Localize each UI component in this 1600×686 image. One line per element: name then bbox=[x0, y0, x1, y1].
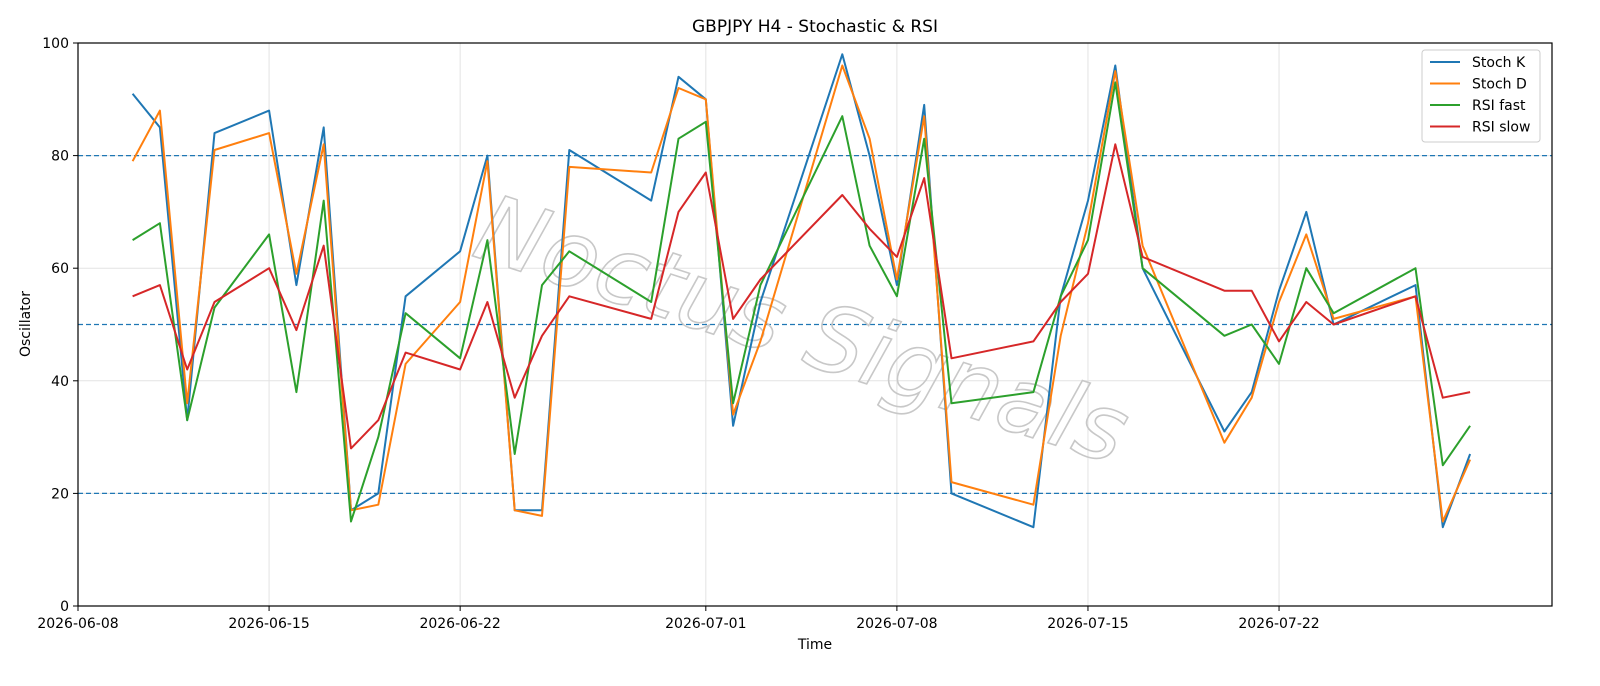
series-line-stoch-d bbox=[131, 64, 1472, 523]
legend: Stoch K Stoch D RSI fast RSI slow bbox=[1421, 49, 1541, 143]
series-line-rsi-fast bbox=[132, 81, 1471, 523]
y-axis: 0 20 40 60 80 100 bbox=[42, 36, 78, 615]
legend-label-stoch-d: Stoch D bbox=[1472, 77, 1527, 93]
x-tick-label: 2026-06-22 bbox=[419, 616, 500, 632]
x-tick-label: 2026-07-15 bbox=[1047, 616, 1128, 632]
y-tick-label: 0 bbox=[60, 599, 69, 615]
y-tick-label: 80 bbox=[51, 149, 69, 165]
plot-frame bbox=[77, 42, 1553, 607]
y-axis-label: Oscillator bbox=[18, 291, 34, 357]
x-tick-label: 2026-07-01 bbox=[665, 616, 746, 632]
y-tick-label: 100 bbox=[42, 36, 69, 52]
y-tick-label: 60 bbox=[51, 261, 69, 277]
x-tick-label: 2026-07-08 bbox=[856, 616, 937, 632]
series-line-rsi-slow bbox=[132, 143, 1471, 450]
y-tick-label: 20 bbox=[51, 486, 69, 502]
x-axis-label: Time bbox=[797, 637, 832, 653]
legend-label-stoch-k: Stoch K bbox=[1472, 55, 1526, 71]
x-tick-label: 2026-06-08 bbox=[37, 616, 118, 632]
x-axis: 2026-06-08 2026-06-15 2026-06-22 2026-07-01… bbox=[37, 606, 1320, 632]
x-tick-label: 2026-07-22 bbox=[1238, 616, 1319, 632]
series-line-stoch-k bbox=[131, 53, 1472, 529]
series-group bbox=[131, 53, 1472, 529]
chart-title: GBPJPY H4 - Stochastic & RSI bbox=[692, 17, 938, 37]
x-tick-label: 2026-06-15 bbox=[228, 616, 309, 632]
legend-label-rsi-slow: RSI slow bbox=[1472, 120, 1530, 136]
y-tick-label: 40 bbox=[51, 374, 69, 390]
legend-box bbox=[1421, 49, 1541, 143]
legend-label-rsi-fast: RSI fast bbox=[1472, 98, 1526, 114]
